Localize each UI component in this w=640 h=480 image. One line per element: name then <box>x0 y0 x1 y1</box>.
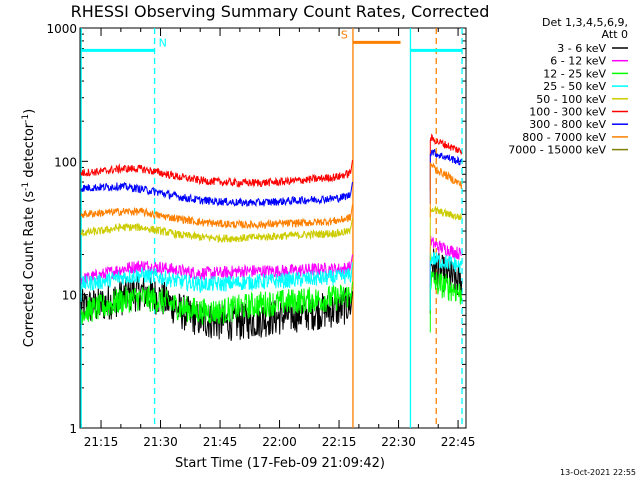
series-line-50-100keV <box>80 218 353 244</box>
legend-header-line-2: Att 0 <box>602 28 628 41</box>
x-tick-label: 21:15 <box>84 435 119 449</box>
series-line-300-800keV <box>80 181 353 208</box>
y-axis: 1 10 100 1000 <box>46 22 466 436</box>
series-line-100-300keV <box>80 159 353 188</box>
plot-area: 1 10 100 1000 21:15 21:30 21:45 22:00 22:15 22:3… <box>46 22 475 449</box>
footer-timestamp: 13-Oct-2021 22:55 <box>560 468 636 477</box>
legend-label: 100 - 300 keV <box>529 106 606 119</box>
x-tick-label: 21:45 <box>203 435 238 449</box>
legend-label: 300 - 800 keV <box>529 118 606 131</box>
y-tick-label: 10 <box>62 289 77 303</box>
series-line-6-12keV <box>429 236 462 295</box>
series-line-800-7000keV <box>429 162 463 218</box>
legend-label: 800 - 7000 keV <box>522 131 606 144</box>
series-line-300-800keV <box>429 149 462 204</box>
annotation-layer: NS <box>80 28 463 428</box>
x-axis-label: Start Time (17-Feb-09 21:09:42) <box>175 456 385 471</box>
legend-label: 6 - 12 keV <box>550 55 606 68</box>
legend-label: 12 - 25 keV <box>543 67 606 80</box>
series-layer <box>80 133 463 341</box>
x-tick-label: 22:45 <box>441 435 476 449</box>
x-tick-label: 22:00 <box>262 435 297 449</box>
series-line-25-50keV <box>80 262 353 294</box>
legend-label: 7000 - 15000 keV <box>508 144 606 157</box>
x-axis: 21:15 21:30 21:45 22:00 22:15 22:30 22:45 <box>80 28 476 449</box>
x-tick-label: 22:30 <box>381 435 416 449</box>
y-axis-label: Corrected Count Rate (s-1 detector-1) <box>21 109 37 347</box>
legend-label: 25 - 50 keV <box>543 80 606 93</box>
x-tick-label: 22:15 <box>322 435 357 449</box>
legend-label: 3 - 6 keV <box>557 42 606 55</box>
y-tick-label: 100 <box>54 155 77 169</box>
legend-header-line-1: Det 1,3,4,5,6,9, <box>542 16 628 29</box>
series-line-100-300keV <box>429 133 463 191</box>
y-tick-label: 1 <box>69 422 77 436</box>
series-line-12-25keV <box>429 271 463 333</box>
series-line-800-7000keV <box>80 204 353 231</box>
series-line-6-12keV <box>80 254 353 285</box>
legend-label: 50 - 100 keV <box>536 93 606 106</box>
y-tick-label: 1000 <box>46 22 77 36</box>
series-line-12-25keV <box>80 281 353 325</box>
chart-title: RHESSI Observing Summary Count Rates, Co… <box>71 2 490 21</box>
series-line-50-100keV <box>429 205 463 261</box>
saa-marker: S <box>341 28 348 41</box>
x-tick-label: 21:30 <box>143 435 178 449</box>
series-line-25-50keV <box>429 252 463 311</box>
night-marker: N <box>159 36 167 49</box>
plot-frame <box>79 27 467 429</box>
